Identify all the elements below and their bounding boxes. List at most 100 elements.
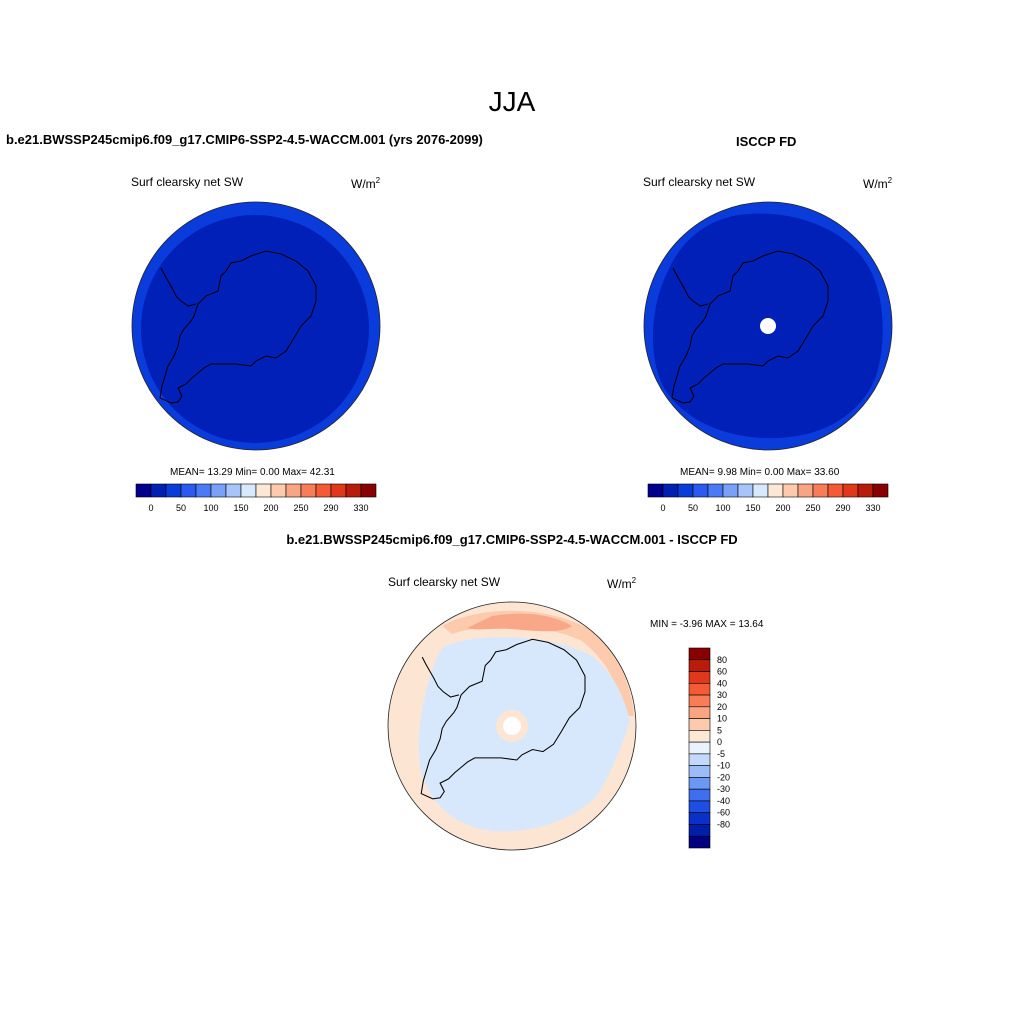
- colorbar-difference-tick-label: -30: [717, 784, 730, 794]
- colorbar-difference-swatch: [688, 647, 711, 661]
- colorbar-difference-swatch: [688, 765, 711, 778]
- colorbar-obs-tick-label: 100: [715, 503, 730, 513]
- colorbar-difference-tick-label: -80: [717, 819, 730, 829]
- panel-3-variable: Surf clearsky net SW: [388, 575, 501, 589]
- colorbar-difference-tick-label: 30: [717, 690, 727, 700]
- colorbar-obs-swatch: [827, 483, 844, 498]
- colorbar-obs-swatch: [692, 483, 709, 498]
- colorbar-difference-tick-label: 10: [717, 714, 727, 724]
- colorbar-obs-tick-label: 290: [835, 503, 850, 513]
- diff-strong-positive: [467, 613, 572, 632]
- antarctica-coastline: [159, 250, 317, 404]
- antarctic-peninsula-coastline: [672, 267, 709, 307]
- colorbar-obs-swatch: [722, 483, 739, 498]
- colorbar-difference-tick-label: -20: [717, 772, 730, 782]
- colorbar-difference-swatch: [688, 659, 711, 672]
- colorbar-model-swatch: [285, 483, 302, 498]
- colorbar-difference-swatch: [688, 788, 711, 802]
- antarctica-coastline: [671, 250, 829, 404]
- colorbar-model-tick-label: 50: [176, 503, 186, 513]
- colorbar-difference-tick-label: -10: [717, 761, 730, 771]
- colorbar-model-swatch: [330, 483, 347, 498]
- panel-1-stats: MEAN= 13.29 Min= 0.00 Max= 42.31: [170, 467, 335, 478]
- colorbar-model-swatch: [210, 483, 227, 498]
- colorbar-difference-tick-label: 40: [717, 678, 727, 688]
- colorbar-model-swatch: [135, 483, 152, 498]
- colorbar-difference-tick-label: 80: [717, 655, 727, 665]
- colorbar-model-swatch: [345, 483, 362, 498]
- colorbar-obs-swatch: [707, 483, 724, 498]
- colorbar-obs-tick-label: 200: [775, 503, 790, 513]
- map-difference-border: [387, 601, 637, 851]
- colorbar-difference-tick-label: 60: [717, 667, 727, 677]
- colorbar-model-swatch: [300, 483, 317, 498]
- panel-3-stats: MIN = -3.96 MAX = 13.64: [650, 619, 764, 630]
- diff-positive-band: [442, 610, 634, 716]
- colorbar-obs-swatch: [647, 483, 664, 498]
- colorbar-obs-swatch: [797, 483, 814, 498]
- colorbar-obs-swatch: [767, 483, 784, 498]
- colorbar-model-swatch: [225, 483, 242, 498]
- colorbar-difference-swatch: [688, 671, 711, 684]
- colorbar-model-tick-label: 100: [203, 503, 218, 513]
- pole-missing-data: [760, 318, 776, 334]
- colorbar-model-tick-label: 200: [263, 503, 278, 513]
- colorbar-difference-tick-label: 5: [717, 725, 722, 735]
- panel-2-stats: MEAN= 9.98 Min= 0.00 Max= 33.60: [680, 467, 840, 478]
- map-model: [131, 201, 381, 451]
- colorbar-obs-swatch: [857, 483, 874, 498]
- colorbar-model-swatch: [165, 483, 182, 498]
- colorbar-obs-tick-label: 330: [865, 503, 880, 513]
- antarctic-peninsula-coastline: [160, 267, 197, 307]
- colorbar-difference-swatch: [688, 812, 711, 825]
- colorbar-obs-swatch: [752, 483, 769, 498]
- map-model-inner-field: [141, 215, 369, 443]
- colorbar-obs-tick-label: 150: [745, 503, 760, 513]
- colorbar-model-swatch: [315, 483, 332, 498]
- colorbar-obs-tick-label: 50: [688, 503, 698, 513]
- map-difference: [387, 601, 637, 851]
- colorbar-difference-swatch: [688, 824, 711, 837]
- colorbar-difference-swatch: [688, 718, 711, 731]
- colorbar-model: 0 50 100 150 200 250 290 330: [135, 483, 377, 513]
- colorbar-difference-tick-label: -60: [717, 808, 730, 818]
- colorbar-model-swatch: [360, 483, 377, 498]
- colorbar-difference-swatch: [688, 741, 711, 755]
- figure-title: JJA: [488, 86, 536, 117]
- colorbar-model-tick-label: 150: [233, 503, 248, 513]
- panel-1-header: b.e21.BWSSP245cmip6.f09_g17.CMIP6-SSP2-4…: [6, 132, 483, 147]
- colorbar-obs-tick-label: 250: [805, 503, 820, 513]
- colorbar-model-swatch: [195, 483, 212, 498]
- map-observations: [643, 201, 893, 451]
- colorbar-difference-swatch: [688, 835, 711, 849]
- colorbar-obs-tick-label: 0: [660, 503, 665, 513]
- colorbar-obs-swatch: [662, 483, 679, 498]
- colorbar-model-swatch: [270, 483, 287, 498]
- colorbar-model-tick-label: 290: [323, 503, 338, 513]
- panel-1-units: W/m2: [351, 176, 381, 191]
- colorbar-obs-swatch: [812, 483, 829, 498]
- colorbar-model-swatch: [255, 483, 272, 498]
- colorbar-observations: 0 50 100 150 200 250 290 330: [647, 483, 889, 513]
- colorbar-obs-swatch: [782, 483, 799, 498]
- colorbar-difference-swatch: [688, 730, 711, 743]
- colorbar-obs-swatch: [842, 483, 859, 498]
- colorbar-model-tick-label: 330: [353, 503, 368, 513]
- colorbar-difference-swatch: [688, 706, 711, 719]
- colorbar-difference-swatch: [688, 800, 711, 814]
- colorbar-model-tick-label: 250: [293, 503, 308, 513]
- colorbar-difference-swatch: [688, 694, 711, 708]
- colorbar-obs-swatch: [737, 483, 754, 498]
- colorbar-difference-tick-label: -40: [717, 796, 730, 806]
- colorbar-model-tick-label: 0: [148, 503, 153, 513]
- panel-3-header: b.e21.BWSSP245cmip6.f09_g17.CMIP6-SSP2-4…: [286, 532, 738, 547]
- colorbar-model-swatch: [240, 483, 257, 498]
- colorbar-difference-tick-label: 0: [717, 737, 722, 747]
- colorbar-obs-swatch: [872, 483, 889, 498]
- panel-2-header: ISCCP FD: [736, 134, 797, 149]
- colorbar-difference-tick-label: 20: [717, 702, 727, 712]
- colorbar-difference-swatch: [688, 777, 711, 790]
- colorbar-difference-tick-label: -5: [717, 749, 725, 759]
- colorbar-difference-swatch: [688, 682, 711, 696]
